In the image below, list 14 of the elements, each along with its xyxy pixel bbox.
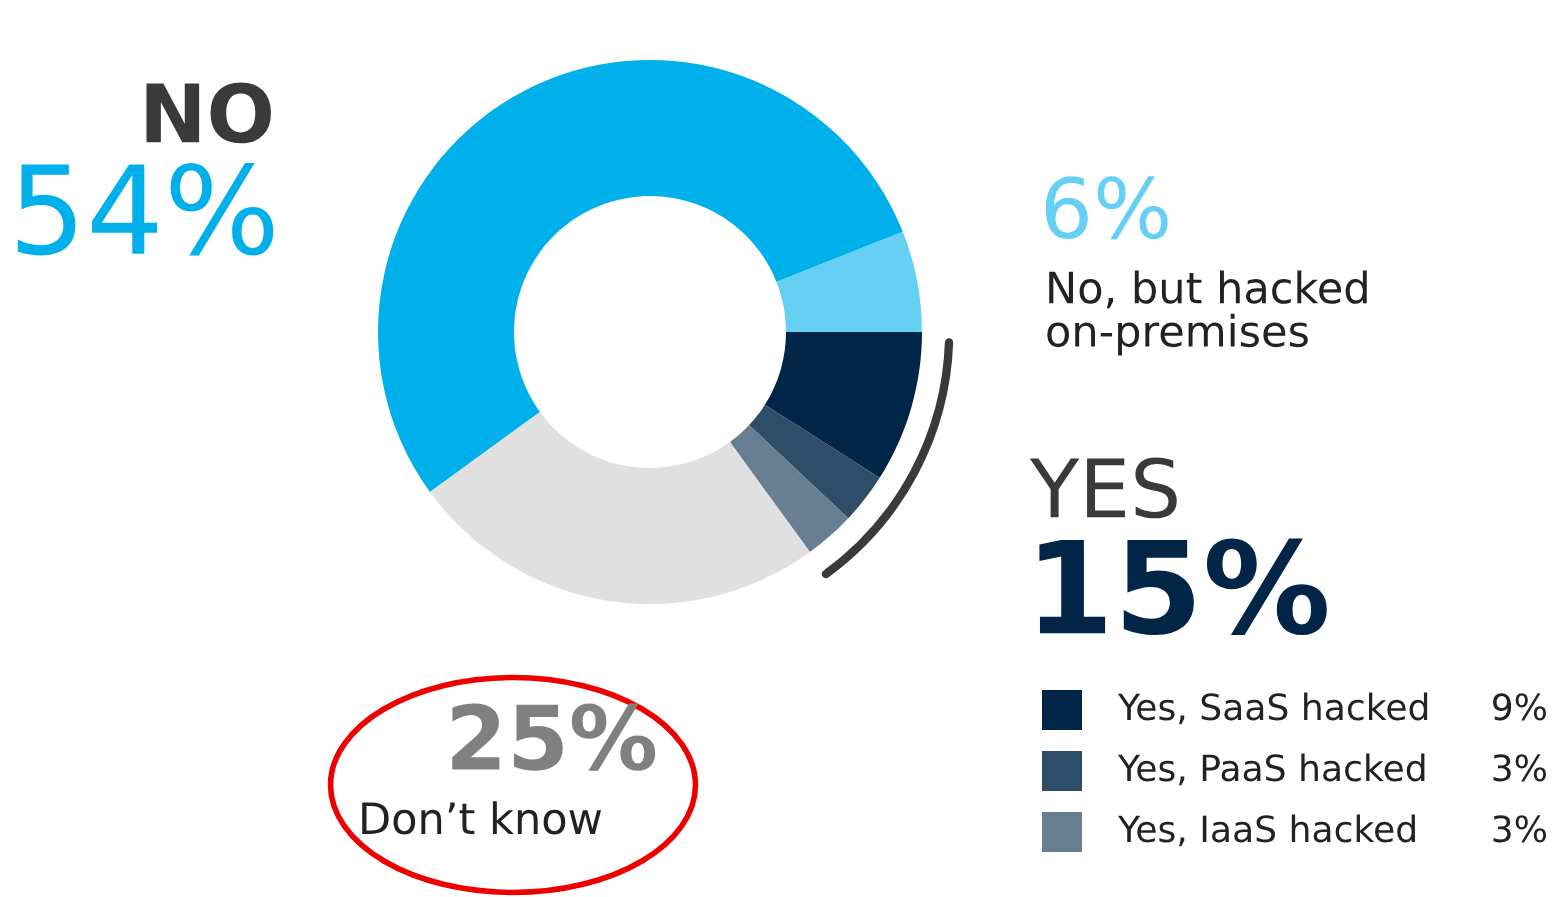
text: YES bbox=[1029, 457, 1177, 519]
legend-label: Yes, IaaS hacked bbox=[1117, 814, 1415, 847]
data-label: 3% bbox=[1493, 815, 1547, 843]
data-label: 9% bbox=[1492, 693, 1547, 721]
legend-label: Yes, PaaS hacked bbox=[1117, 753, 1425, 786]
legend-label: Yes, SaaS hacked bbox=[1117, 692, 1428, 725]
data-label: 25% bbox=[452, 703, 656, 771]
slice-label: NO bbox=[146, 82, 271, 144]
data-label: 54% bbox=[17, 163, 274, 256]
slice-label: No, but hacked on-premises bbox=[1047, 270, 1367, 356]
data-label: 3% bbox=[1493, 754, 1547, 782]
text: 15% bbox=[1039, 538, 1327, 636]
slice-label: Don’t know bbox=[362, 801, 602, 835]
data-label: 6% bbox=[1045, 176, 1168, 240]
